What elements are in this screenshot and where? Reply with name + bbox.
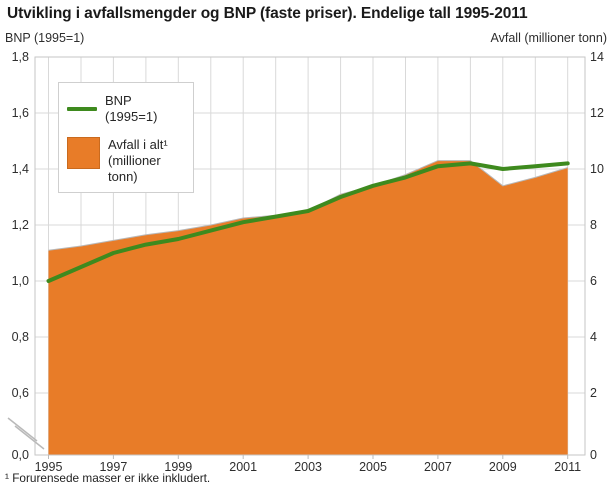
right-axis-tick-label: 4 bbox=[590, 330, 597, 344]
x-axis-tick-label: 1997 bbox=[99, 460, 128, 474]
chart-legend: BNP (1995=1) Avfall i alt¹ (millioner to… bbox=[58, 82, 194, 193]
legend-item-waste: Avfall i alt¹ (millioner tonn) bbox=[67, 137, 185, 185]
right-axis-tick-label: 2 bbox=[590, 386, 597, 400]
legend-waste-label: Avfall i alt¹ (millioner tonn) bbox=[108, 137, 185, 185]
waste-area bbox=[48, 160, 568, 455]
axis-break-marks bbox=[7, 417, 45, 450]
bnp-line-swatch bbox=[67, 107, 97, 111]
bnp-line bbox=[46, 161, 570, 283]
right-axis-title: Avfall (millioner tonn) bbox=[490, 31, 607, 45]
right-axis-tick-label: 8 bbox=[590, 218, 597, 232]
legend-waste-label-line1: Avfall i alt¹ bbox=[108, 137, 168, 152]
left-axis-tick-label: 0,6 bbox=[11, 386, 29, 400]
legend-waste-label-line2: (millioner tonn) bbox=[108, 153, 161, 184]
right-axis-tick-label: 6 bbox=[590, 274, 597, 288]
right-axis-tick-label: 10 bbox=[590, 162, 604, 176]
x-axis-tick-label: 2003 bbox=[294, 460, 322, 474]
legend-item-bnp: BNP (1995=1) bbox=[67, 93, 185, 125]
left-axis-tick-label: 0,0 bbox=[11, 448, 29, 462]
left-axis-tick-label: 1,2 bbox=[11, 218, 29, 232]
left-axis-tick-label: 1,6 bbox=[11, 106, 29, 120]
left-axis-tick-label: 1,4 bbox=[11, 162, 29, 176]
right-axis-tick-label: 12 bbox=[590, 106, 604, 120]
legend-bnp-label: BNP (1995=1) bbox=[105, 93, 158, 124]
right-axis-tick-label: 14 bbox=[590, 50, 604, 64]
chart-title: Utvikling i avfallsmengder og BNP (faste… bbox=[7, 5, 528, 22]
left-axis-tick-label: 1,0 bbox=[11, 274, 29, 288]
plot-border bbox=[34, 56, 586, 456]
left-axis-tick-label: 1,8 bbox=[11, 50, 29, 64]
chart-footnote: ¹ Forurensede masser er ikke inkludert. bbox=[5, 471, 211, 485]
x-axis-tick-label: 2001 bbox=[229, 460, 258, 474]
x-axis-ticks bbox=[48, 455, 569, 459]
x-axis-tick-label: 1999 bbox=[164, 460, 193, 474]
left-axis-tick-label: 0,8 bbox=[11, 330, 29, 344]
x-axis-tick-label: 2007 bbox=[423, 460, 452, 474]
x-axis-tick-label: 2011 bbox=[554, 460, 582, 474]
x-axis-tick-label: 2009 bbox=[488, 460, 517, 474]
left-axis-title: BNP (1995=1) bbox=[5, 31, 85, 45]
waste-area-swatch bbox=[67, 137, 100, 169]
x-axis-tick-label: 2005 bbox=[359, 460, 387, 474]
x-axis-tick-label: 1995 bbox=[34, 460, 63, 474]
right-axis-tick-label: 0 bbox=[590, 448, 597, 462]
